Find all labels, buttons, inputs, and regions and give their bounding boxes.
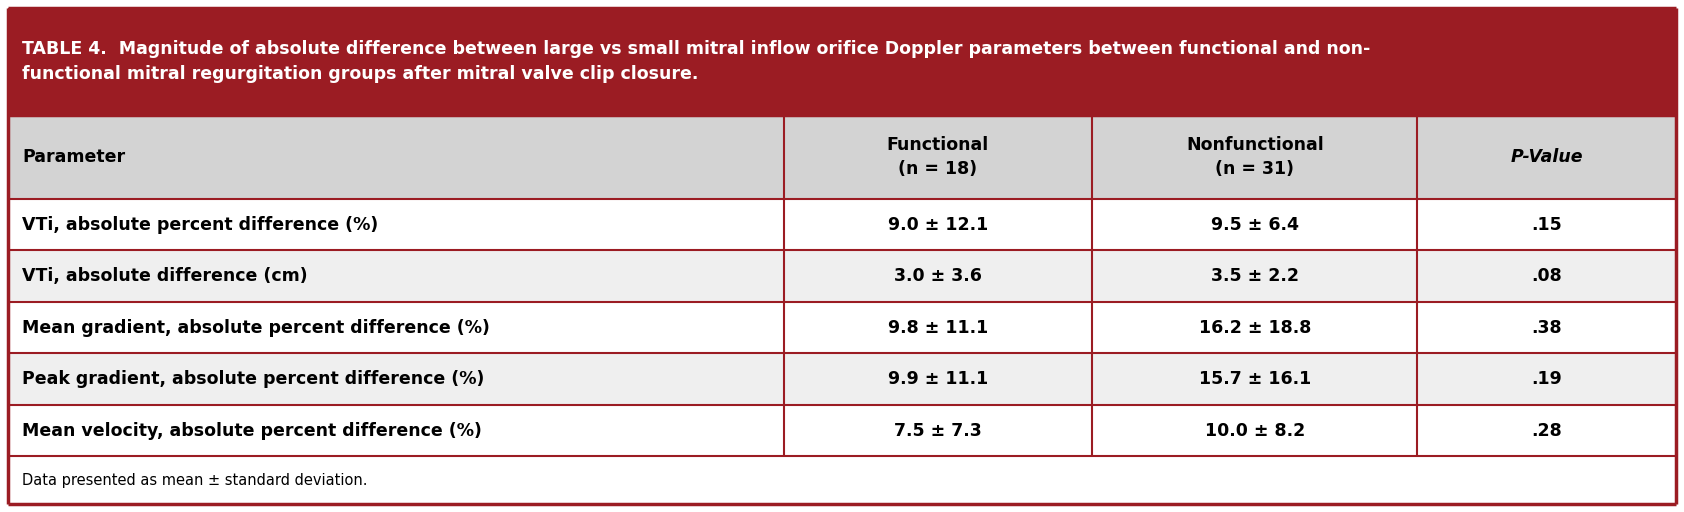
Text: 9.0 ± 12.1: 9.0 ± 12.1 — [887, 216, 989, 233]
Text: TABLE 4.  Magnitude of absolute difference between large vs small mitral inflow : TABLE 4. Magnitude of absolute differenc… — [22, 40, 1371, 83]
Text: .08: .08 — [1531, 267, 1563, 285]
Text: 3.0 ± 3.6: 3.0 ± 3.6 — [894, 267, 982, 285]
Text: Nonfunctional
(n = 31): Nonfunctional (n = 31) — [1186, 136, 1324, 178]
Text: 3.5 ± 2.2: 3.5 ± 2.2 — [1211, 267, 1298, 285]
Text: .28: .28 — [1531, 421, 1563, 440]
Text: Data presented as mean ± standard deviation.: Data presented as mean ± standard deviat… — [22, 473, 367, 487]
Bar — [8, 250, 1676, 302]
Text: Mean gradient, absolute percent difference (%): Mean gradient, absolute percent differen… — [22, 318, 490, 336]
Text: 9.8 ± 11.1: 9.8 ± 11.1 — [887, 318, 989, 336]
Text: 9.5 ± 6.4: 9.5 ± 6.4 — [1211, 216, 1298, 233]
Bar — [8, 353, 1676, 405]
Bar — [8, 115, 1676, 199]
Text: 9.9 ± 11.1: 9.9 ± 11.1 — [887, 370, 989, 388]
Text: Functional
(n = 18): Functional (n = 18) — [887, 136, 989, 178]
Bar — [8, 199, 1676, 250]
Bar — [8, 8, 1676, 115]
Text: 10.0 ± 8.2: 10.0 ± 8.2 — [1204, 421, 1305, 440]
Text: VTi, absolute percent difference (%): VTi, absolute percent difference (%) — [22, 216, 379, 233]
Text: Peak gradient, absolute percent difference (%): Peak gradient, absolute percent differen… — [22, 370, 485, 388]
Text: .38: .38 — [1531, 318, 1563, 336]
Bar — [8, 405, 1676, 456]
Text: Parameter: Parameter — [22, 148, 125, 166]
Bar — [8, 456, 1676, 504]
Text: Mean velocity, absolute percent difference (%): Mean velocity, absolute percent differen… — [22, 421, 482, 440]
Bar — [8, 302, 1676, 353]
Text: VTi, absolute difference (cm): VTi, absolute difference (cm) — [22, 267, 308, 285]
Text: 15.7 ± 16.1: 15.7 ± 16.1 — [1199, 370, 1310, 388]
Text: P-Value: P-Value — [1511, 148, 1583, 166]
Text: 16.2 ± 18.8: 16.2 ± 18.8 — [1199, 318, 1312, 336]
Text: .19: .19 — [1531, 370, 1563, 388]
Text: .15: .15 — [1531, 216, 1563, 233]
Text: 7.5 ± 7.3: 7.5 ± 7.3 — [894, 421, 982, 440]
